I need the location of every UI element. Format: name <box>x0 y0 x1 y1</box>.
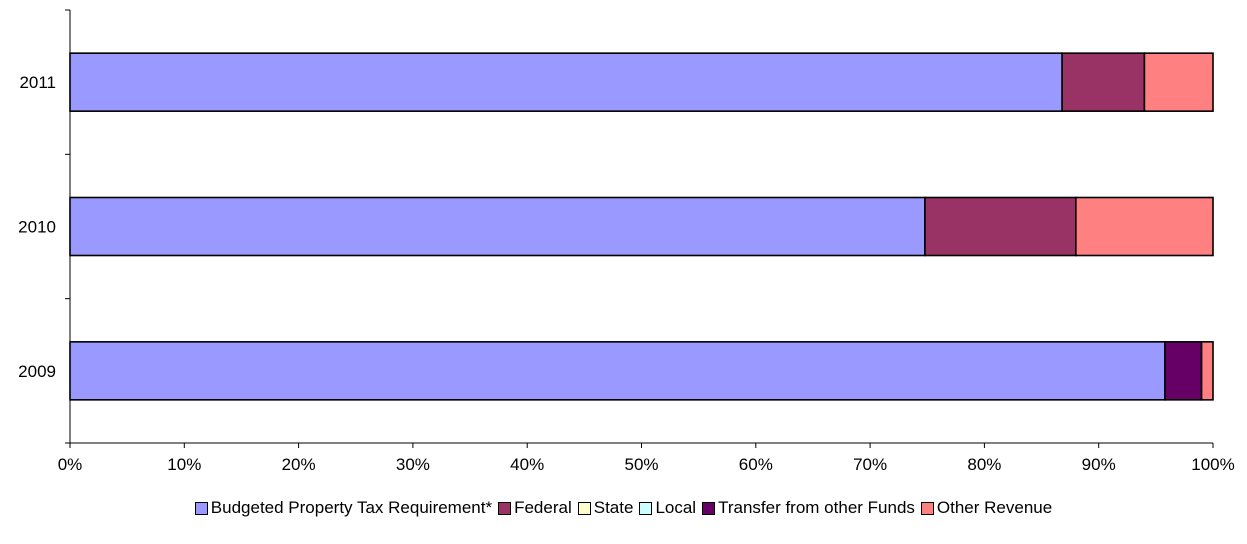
x-tick-label: 30% <box>396 455 430 474</box>
bar-2009-series-5 <box>1200 341 1214 401</box>
x-tick-label: 50% <box>624 455 658 474</box>
bar-2009-series-0 <box>69 341 1166 401</box>
legend-item-2: State <box>577 498 634 518</box>
bar-2011-series-5 <box>1143 52 1214 112</box>
legend-label: Transfer from other Funds <box>718 498 915 517</box>
legend-label: State <box>593 498 634 517</box>
x-tick-label: 100% <box>1191 455 1234 474</box>
x-tick-label: 90% <box>1082 455 1116 474</box>
bar-2011-series-1 <box>1061 52 1146 112</box>
category-label: 2011 <box>19 73 56 92</box>
legend-swatch <box>639 501 653 515</box>
bar-2009-series-4 <box>1164 341 1203 401</box>
axes-group <box>65 9 1214 448</box>
legend-swatch <box>702 501 716 515</box>
x-tick-label: 70% <box>853 455 887 474</box>
legend-item-0: Budgeted Property Tax Requirement* <box>194 498 493 518</box>
x-tick-label: 10% <box>167 455 201 474</box>
category-label: 2009 <box>18 362 56 381</box>
bar-2011-series-0 <box>69 52 1063 112</box>
legend-item-3: Local <box>639 498 696 518</box>
legend-swatch <box>920 501 934 515</box>
legend-label: Federal <box>514 498 572 517</box>
legend-swatch <box>577 501 591 515</box>
legend-label: Other Revenue <box>936 498 1053 517</box>
x-tick-label: 60% <box>739 455 773 474</box>
legend-item-5: Other Revenue <box>920 498 1053 518</box>
legend-label: Local <box>655 498 697 517</box>
legend-item-4: Transfer from other Funds <box>702 498 915 518</box>
category-label: 2010 <box>18 218 56 237</box>
legend-swatch <box>194 501 208 515</box>
legend-item-1: Federal <box>498 498 572 518</box>
legend: Budgeted Property Tax Requirement* Federa… <box>0 498 1247 520</box>
x-tick-label: 40% <box>510 455 544 474</box>
bar-2010-series-5 <box>1075 196 1214 257</box>
x-tick-label: 0% <box>58 455 83 474</box>
chart-plot: 2009 2010 2011 0% 10% 20% 30% 40% 50% 60% 70% 80% 90… <box>18 9 1235 474</box>
labels-group: 2009 2010 2011 0% 10% 20% 30% 40% 50% 60% 70% 80% 90… <box>18 73 1235 474</box>
x-tick-label: 20% <box>282 455 316 474</box>
x-tick-label: 80% <box>967 455 1001 474</box>
bars-group <box>69 52 1214 401</box>
legend-label: Budgeted Property Tax Requirement* <box>210 498 493 517</box>
bar-2010-series-0 <box>69 196 926 257</box>
legend-swatch <box>498 501 512 515</box>
bar-2010-series-1 <box>924 196 1077 257</box>
